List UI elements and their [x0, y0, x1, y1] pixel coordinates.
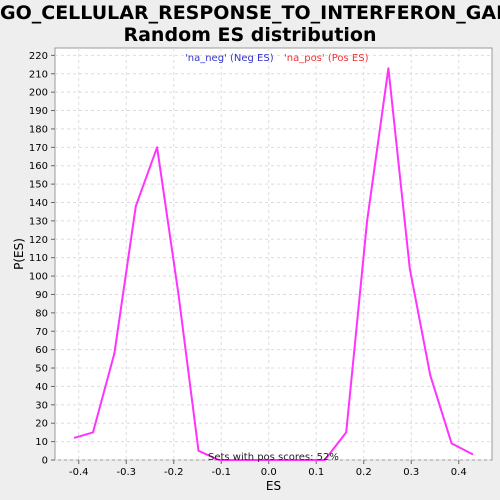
x-tick-label: -0.3 [116, 467, 136, 478]
x-axis-label: ES [266, 479, 281, 493]
x-tick-label: -0.4 [69, 467, 89, 478]
y-tick-label: 140 [29, 198, 48, 209]
y-tick-label: 80 [35, 308, 48, 319]
y-tick-label: 210 [29, 69, 48, 80]
y-tick-label: 90 [35, 290, 48, 301]
y-tick-label: 190 [29, 106, 48, 117]
x-axis-ticks: -0.4 -0.3 -0.2 -0.1 0.0 0.1 0.2 0.3 0.4 [69, 460, 467, 478]
legend-entry-pos: 'na_pos' (Pos ES) [284, 53, 369, 64]
x-tick-label: 0.3 [403, 467, 419, 478]
series-layer [73, 67, 474, 461]
x-tick-label: 0.0 [261, 467, 277, 478]
y-tick-label: 60 [35, 345, 48, 356]
x-tick-label: -0.1 [211, 467, 231, 478]
y-tick-label: 20 [35, 419, 48, 430]
y-tick-label: 220 [29, 51, 48, 62]
y-tick-label: 120 [29, 235, 48, 246]
y-tick-label: 130 [29, 216, 48, 227]
y-tick-label: 50 [35, 364, 48, 375]
y-tick-label: 0 [42, 456, 48, 467]
y-tick-label: 180 [29, 124, 48, 135]
y-tick-label: 70 [35, 327, 48, 338]
x-tick-label: -0.2 [164, 467, 184, 478]
x-tick-label: 0.1 [308, 467, 324, 478]
x-tick-label: 0.2 [356, 467, 372, 478]
plot-area [54, 47, 493, 461]
legend-entry-neg: 'na_neg' (Neg ES) [185, 53, 274, 64]
y-tick-label: 170 [29, 143, 48, 154]
y-tick-label: 200 [29, 88, 48, 99]
y-tick-label: 160 [29, 161, 48, 172]
x-tick-label: 0.4 [451, 467, 467, 478]
y-axis-label: P(ES) [12, 238, 26, 270]
annotation-pos-scores: Sets with pos scores: 52% [208, 452, 339, 463]
y-tick-label: 110 [29, 253, 48, 264]
y-tick-label: 30 [35, 400, 48, 411]
y-tick-label: 100 [29, 272, 48, 283]
y-tick-label: 150 [29, 180, 48, 191]
grid-lines [55, 48, 492, 461]
y-axis-ticks: 0 10 20 30 40 50 60 70 80 90 100 110 120 130 140 150 160… [29, 51, 55, 467]
chart-title-line2: Random ES distribution [123, 24, 377, 46]
y-tick-label: 10 [35, 437, 48, 448]
series-line [73, 67, 474, 461]
y-tick-label: 40 [35, 382, 48, 393]
chart-title-line1: GO_CELLULAR_RESPONSE_TO_INTERFERON_GAMMA… [0, 2, 500, 24]
